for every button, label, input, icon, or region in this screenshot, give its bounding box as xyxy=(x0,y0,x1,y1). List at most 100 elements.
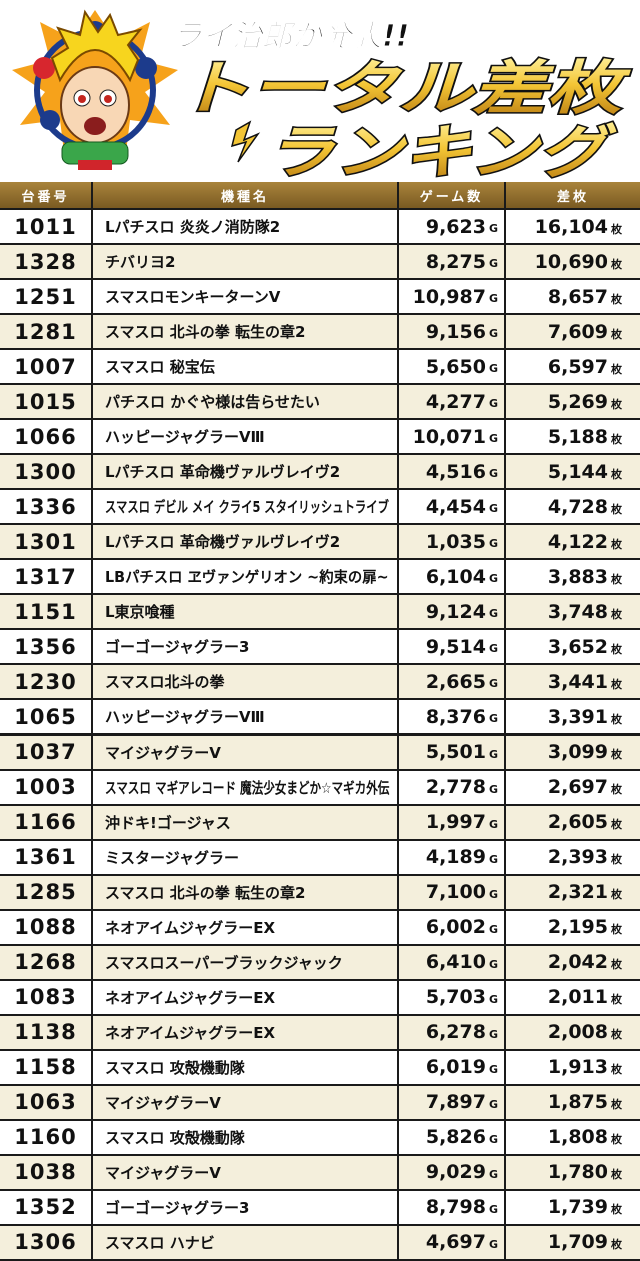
machine-number: 1306 xyxy=(0,1225,91,1259)
game-count: 4,516 G xyxy=(399,455,504,489)
game-unit: G xyxy=(488,887,498,901)
game-count: 1,997 G xyxy=(399,805,504,839)
machine-name: スマスロ北斗の拳 xyxy=(93,665,397,699)
game-count-value: 8,376 xyxy=(425,705,486,728)
game-count-value: 9,124 xyxy=(425,600,486,623)
medal-difference: 1,875 枚 xyxy=(506,1085,640,1119)
machine-name-text: スマスロ 北斗の拳 転生の章2 xyxy=(105,883,306,902)
ranking-table: 台番号 機種名 ゲーム数 差枚 1011 Lパチスロ 炎炎ノ消防隊2 9,623 G 16,10… xyxy=(0,182,640,1261)
medal-difference-value: 3,652 xyxy=(547,635,608,658)
machine-name-text: マイジャグラーV xyxy=(105,1093,221,1112)
medal-difference-value: 5,269 xyxy=(547,390,608,413)
machine-number: 1317 xyxy=(0,560,91,594)
medal-unit: 枚 xyxy=(611,432,622,446)
machine-name: スマスロ ハナビ xyxy=(93,1225,397,1259)
game-count: 4,697 G xyxy=(399,1225,504,1259)
medal-difference-value: 3,748 xyxy=(547,600,608,623)
game-unit: G xyxy=(488,327,498,341)
machine-number: 1065 xyxy=(0,700,91,734)
medal-difference-value: 1,709 xyxy=(547,1231,608,1254)
game-count-value: 10,987 xyxy=(412,285,486,308)
machine-number: 1088 xyxy=(0,910,91,944)
game-unit: G xyxy=(488,1097,498,1111)
machine-name-text: スマスロ 攻殻機動隊 xyxy=(105,1058,245,1077)
game-count-value: 5,501 xyxy=(425,741,486,764)
medal-unit: 枚 xyxy=(611,888,622,902)
medal-unit: 枚 xyxy=(611,327,622,341)
game-unit: G xyxy=(488,1237,498,1251)
medal-difference-value: 2,195 xyxy=(547,916,608,939)
medal-unit: 枚 xyxy=(611,783,622,797)
game-unit: G xyxy=(488,922,498,936)
game-unit: G xyxy=(488,502,498,516)
medal-difference-value: 5,144 xyxy=(547,460,608,483)
medal-difference: 1,780 枚 xyxy=(506,1155,640,1189)
game-unit: G xyxy=(488,607,498,621)
medal-unit: 枚 xyxy=(611,1133,622,1147)
game-count: 10,987 G xyxy=(399,280,504,314)
header: ライ治郎が発表!! トータル差枚 ランキング xyxy=(12,9,633,182)
game-count-value: 9,029 xyxy=(425,1161,486,1184)
game-unit: G xyxy=(488,1062,498,1076)
machine-name: スマスロ 北斗の拳 転生の章2 xyxy=(93,315,397,349)
medal-difference: 5,144 枚 xyxy=(506,455,640,489)
game-unit: G xyxy=(488,537,498,551)
medal-difference-value: 1,808 xyxy=(547,1126,608,1149)
machine-name-text: ネオアイムジャグラーEX xyxy=(105,988,276,1007)
machine-name: Lパチスロ 革命機ヴァルヴレイヴ2 xyxy=(93,455,397,489)
game-count: 9,156 G xyxy=(399,315,504,349)
medal-difference: 2,042 枚 xyxy=(506,945,640,979)
medal-difference-value: 8,657 xyxy=(547,285,608,308)
machine-name-text: ハッピージャグラーVⅢ xyxy=(105,708,265,727)
medal-unit: 枚 xyxy=(611,1238,622,1252)
game-count: 6,410 G xyxy=(399,945,504,979)
game-unit: G xyxy=(488,642,498,656)
game-count: 4,454 G xyxy=(399,490,504,524)
game-unit: G xyxy=(488,817,498,831)
game-unit: G xyxy=(488,397,498,411)
machine-name-text: マイジャグラーV xyxy=(105,1163,221,1182)
machine-name: スマスロ マギアレコード 魔法少女まどか☆マギカ外伝 xyxy=(93,770,397,804)
machine-number: 1063 xyxy=(0,1085,91,1119)
game-count-value: 4,277 xyxy=(425,390,486,413)
game-count: 8,275 G xyxy=(399,245,504,279)
machine-number: 1160 xyxy=(0,1120,91,1154)
machine-name-text: スマスロ 攻殻機動隊 xyxy=(105,1128,245,1147)
medal-unit: 枚 xyxy=(611,607,622,621)
game-unit: G xyxy=(488,292,498,306)
machine-number: 1268 xyxy=(0,945,91,979)
medal-difference: 2,697 枚 xyxy=(506,770,640,804)
machine-name: スマスロ デビル メイ クライ5 スタイリッシュトライブ xyxy=(93,490,397,524)
medal-difference-value: 3,099 xyxy=(547,741,608,764)
machine-name-text: ネオアイムジャグラーEX xyxy=(105,918,276,937)
medal-unit: 枚 xyxy=(611,222,622,236)
machine-name: ネオアイムジャグラーEX xyxy=(93,910,397,944)
medal-difference-value: 1,875 xyxy=(547,1091,608,1114)
game-unit: G xyxy=(488,1027,498,1041)
medal-unit: 枚 xyxy=(611,642,622,656)
medal-unit: 枚 xyxy=(611,502,622,516)
medal-difference: 2,195 枚 xyxy=(506,910,640,944)
machine-name: 沖ドキ!ゴージャス xyxy=(93,805,397,839)
machine-name-text: LBパチスロ ヱヴァンゲリオン ~約束の扉~ xyxy=(105,568,389,587)
game-count-value: 9,514 xyxy=(425,635,486,658)
machine-name-text: パチスロ かぐや様は告らせたい xyxy=(105,393,320,412)
medal-difference-value: 3,441 xyxy=(547,670,608,693)
game-unit: G xyxy=(488,222,498,236)
game-count: 9,514 G xyxy=(399,630,504,664)
game-count: 5,501 G xyxy=(399,735,504,769)
machine-number: 1066 xyxy=(0,420,91,454)
medal-difference-value: 2,008 xyxy=(547,1021,608,1044)
medal-unit: 枚 xyxy=(611,292,622,306)
machine-name-text: ゴーゴージャグラー3 xyxy=(105,638,250,657)
medal-unit: 枚 xyxy=(611,958,622,972)
game-count: 5,826 G xyxy=(399,1120,504,1154)
medal-difference: 6,597 枚 xyxy=(506,350,640,384)
machine-name-text: ネオアイムジャグラーEX xyxy=(105,1023,276,1042)
game-count: 5,650 G xyxy=(399,350,504,384)
medal-difference-value: 1,739 xyxy=(547,1196,608,1219)
medal-unit: 枚 xyxy=(611,712,622,726)
machine-name: LBパチスロ ヱヴァンゲリオン ~約束の扉~ xyxy=(93,560,397,594)
game-count: 1,035 G xyxy=(399,525,504,559)
